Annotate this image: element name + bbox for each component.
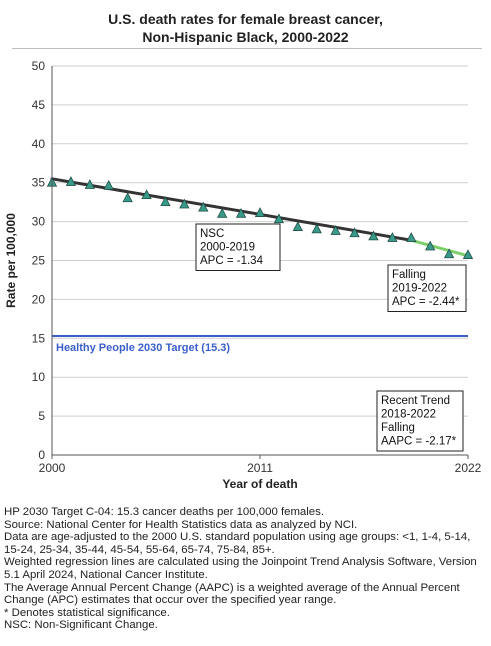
data-point (406, 232, 417, 242)
y-tick-label: 15 (32, 331, 46, 345)
y-tick-label: 0 (38, 448, 45, 462)
y-tick-label: 50 (32, 59, 46, 73)
data-point (387, 232, 398, 242)
y-axis-title: Rate per 100,000 (4, 213, 18, 308)
data-point (179, 198, 190, 209)
x-axis-title: Year of death (222, 477, 297, 491)
annotation-line: APC = -2.44* (392, 296, 460, 308)
footnote-aapc: The Average Annual Percent Change (AAPC)… (4, 581, 460, 607)
data-point (462, 249, 474, 259)
y-tick-label: 10 (32, 370, 46, 384)
y-tick-label: 40 (32, 137, 46, 151)
target-label: Healthy People 2030 Target (15.3) (56, 342, 230, 354)
annotation-line: APC = -1.34 (200, 255, 264, 267)
title-divider (12, 48, 482, 49)
footnote-regression: Weighted regression lines are calculated… (4, 556, 477, 581)
footnote-source: Source: National Center for Health Stati… (4, 518, 358, 531)
data-point (443, 248, 455, 259)
annotation-line: 2019-2022 (392, 283, 447, 295)
data-point (198, 201, 209, 212)
y-tick-label: 30 (32, 215, 46, 229)
data-point (292, 221, 303, 231)
data-point (103, 179, 114, 190)
annotation-line: 2018-2022 (381, 409, 436, 421)
data-point (254, 207, 266, 217)
y-tick-label: 45 (32, 98, 46, 112)
footnote-age-adjusted: Data are age-adjusted to the 2000 U.S. s… (4, 531, 471, 556)
footnote-hp-target: HP 2030 Target C-04: 15.3 cancer deaths … (4, 506, 324, 518)
data-point (141, 189, 152, 200)
data-point (65, 176, 77, 186)
trend-segment (409, 238, 470, 258)
footnotes: HP 2030 Target C-04: 15.3 cancer deaths … (4, 506, 488, 632)
annotation-box (195, 223, 281, 271)
y-tick-label: 5 (38, 409, 45, 423)
chart-title-line2: Non-Hispanic Black, 2000-2022 (142, 29, 349, 45)
data-point (349, 227, 360, 238)
annotation-box (387, 264, 467, 312)
data-point (330, 225, 341, 235)
y-tick-label: 35 (32, 176, 46, 190)
data-point (160, 196, 171, 207)
footnote-nsc: NSC: Non-Significant Change. (4, 619, 158, 632)
annotation-line: Falling (381, 422, 415, 434)
annotation-line: 2000-2019 (200, 242, 255, 254)
axes: 0 5 10 15 20 25 30 35 40 45 50 2000 2011 2022 Year of … (4, 59, 482, 491)
data-point (425, 240, 436, 251)
annotation-line: NSC (200, 228, 224, 240)
annotation-box (376, 390, 464, 452)
x-tick-label: 2011 (247, 461, 273, 475)
target-line-group: Healthy People 2030 Target (15.3) (52, 334, 468, 354)
data-point (235, 207, 247, 218)
data-point (368, 230, 379, 241)
y-tick-label: 20 (32, 292, 46, 306)
observed-points (46, 176, 474, 259)
data-point (122, 192, 133, 203)
data-point (273, 213, 285, 224)
chart-title: U.S. death rates for female breast cance… (0, 10, 491, 46)
annotation-line: AAPC = -2.17* (381, 436, 457, 448)
x-tick-label: 2000 (39, 461, 66, 475)
y-tick-label: 25 (32, 254, 46, 268)
grid (52, 65, 468, 455)
data-point (84, 179, 95, 189)
x-tick-label: 2022 (455, 461, 482, 475)
data-point (217, 207, 228, 218)
data-point (311, 223, 322, 234)
annotation-line: Recent Trend (381, 395, 450, 407)
chart-canvas: Healthy People 2030 Target (15.3) 0 5 10 15… (4, 59, 482, 491)
chart-title-line1: U.S. death rates for female breast cance… (108, 11, 383, 27)
footnote-significance: * Denotes statistical significance. (4, 606, 170, 619)
annotation-line: Falling (392, 269, 426, 281)
